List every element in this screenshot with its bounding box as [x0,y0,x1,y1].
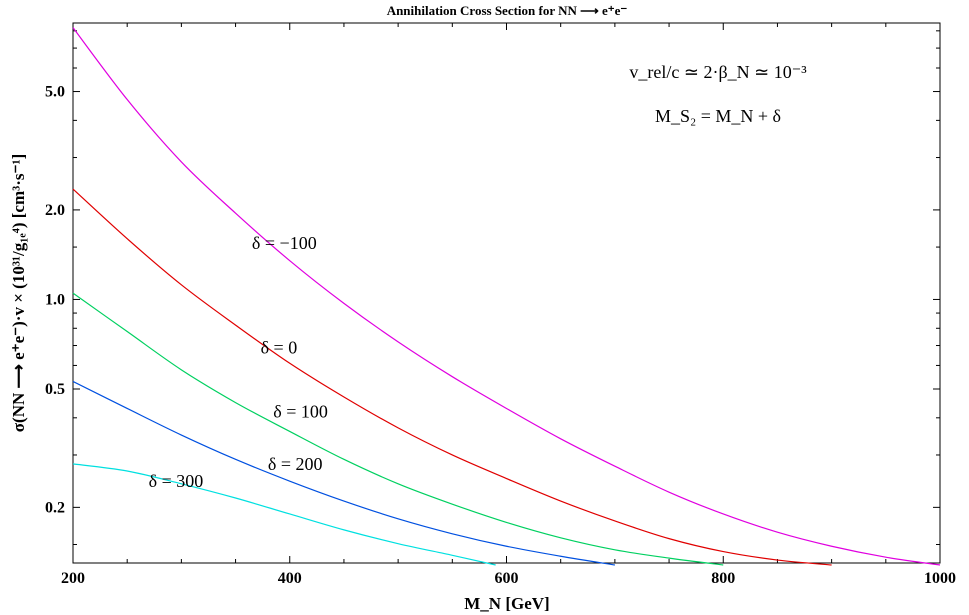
x-axis: 200 400 600 800 1000 [61,23,956,587]
series-line-0 [72,27,941,566]
curve-labels: δ = −100 δ = 0 δ = 100 δ = 200 δ = 300 [149,233,328,491]
y-tick-label: 2.0 [45,202,65,219]
annotation-mass: M_S₂ = M_N + δ [655,106,781,126]
y-tick-label: 0.5 [45,381,65,398]
x-tick-label: 400 [278,570,302,587]
chart-title: Annihilation Cross Section for NN ⟶ e⁺e⁻ [387,3,628,18]
x-tick-label: 600 [495,570,519,587]
curve-label-0: δ = −100 [252,233,317,253]
chart-title-text: Annihilation Cross Section for NN ⟶ e⁺e⁻ [387,3,628,18]
y-tick-label: 0.2 [45,499,65,516]
y-axis-label: σ(NN ⟶ e⁺e⁻)·v × (10³¹/g₁ₑ⁴) [cm³·s⁻¹] [9,154,28,432]
y-tick-label: 1.0 [45,291,65,308]
x-axis-label: M_N [GeV] [464,594,549,613]
y-axis: 0.2 0.5 1.0 2.0 5.0 [45,30,940,546]
curve-label-4: δ = 300 [149,471,204,491]
series-line-1 [72,188,832,566]
series-line-2 [72,292,724,566]
curve-label-2: δ = 100 [273,402,328,422]
curve-label-3: δ = 200 [268,454,323,474]
annotation-velocity: v_rel/c ≃ 2·β_N ≃ 10⁻³ [629,62,807,82]
x-tick-label: 1000 [924,570,956,587]
curve-label-1: δ = 0 [261,337,298,357]
y-tick-label: 5.0 [45,84,65,101]
series-line-4 [72,463,496,566]
curves [72,27,941,566]
series-line-3 [72,380,615,566]
x-tick-label: 200 [61,570,85,587]
x-tick-label: 800 [711,570,735,587]
